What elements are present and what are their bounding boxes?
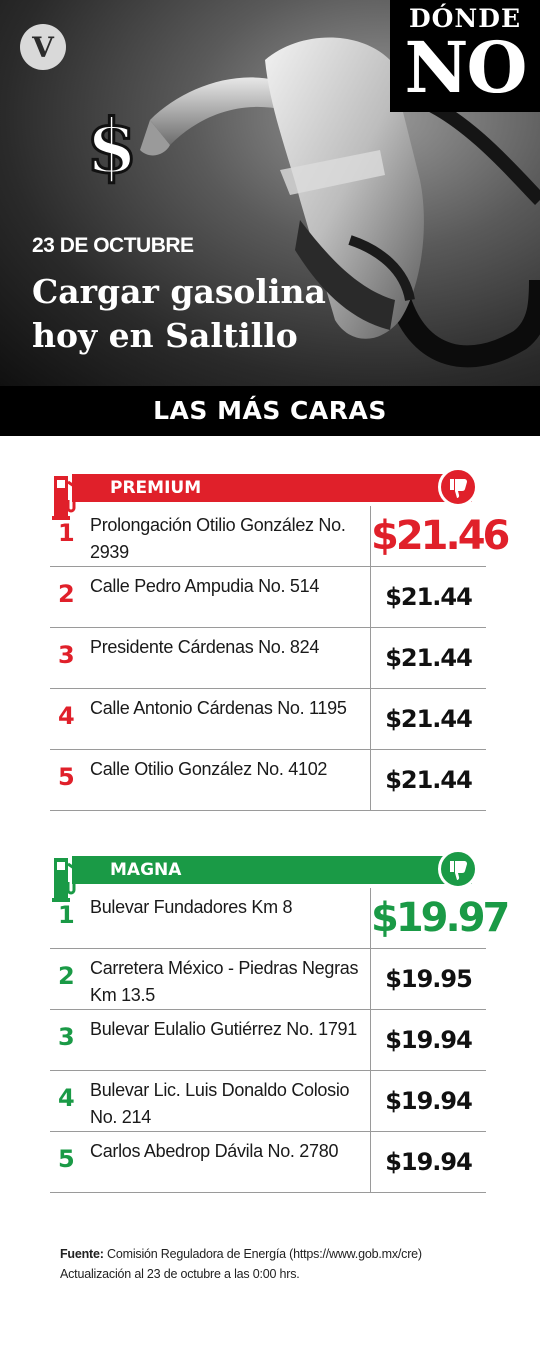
row-address: Carlos Abedrop Dávila No. 2780 <box>90 1141 339 1161</box>
magna-table: MAGNA 1 Bulevar Fundadores Km 8 $19.97 2… <box>50 849 510 1193</box>
update-line: Actualización al 23 de octubre a las 0:0… <box>60 1267 300 1281</box>
row-rank: 3 <box>58 1023 75 1051</box>
section-brand: DÓNDE NO <box>390 0 540 112</box>
row-price: $21.44 <box>370 628 486 689</box>
row-address: Calle Otilio González No. 4102 <box>90 759 328 779</box>
source-text: Comisión Reguladora de Energía (https://… <box>103 1247 422 1261</box>
row-rank: 4 <box>58 702 75 730</box>
row-address: Calle Pedro Ampudia No. 514 <box>90 576 320 596</box>
table-row: 2 Calle Pedro Ampudia No. 514 $21.44 <box>50 567 486 628</box>
source-label: Fuente: <box>60 1247 104 1261</box>
table-row: 4 Bulevar Lic. Luis Donaldo Colosio No. … <box>50 1071 486 1132</box>
brand-bottom-text: NO <box>404 26 528 109</box>
source-line: Fuente: Comisión Reguladora de Energía (… <box>60 1244 520 1264</box>
thumbs-down-badge <box>438 467 478 507</box>
thumbs-down-badge <box>438 849 478 889</box>
table-row: 5 Carlos Abedrop Dávila No. 2780 $19.94 <box>50 1132 486 1193</box>
row-rank: 5 <box>58 763 75 791</box>
row-rank: 1 <box>58 901 75 929</box>
row-price: $19.97 <box>370 888 510 949</box>
table-row: 3 Presidente Cárdenas No. 824 $21.44 <box>50 628 486 689</box>
premium-table: PREMIUM 1 Prolongación Otilio González N… <box>50 467 510 811</box>
row-address: Bulevar Eulalio Gutiérrez No. 1791 <box>90 1019 357 1039</box>
row-rank: 4 <box>58 1084 75 1112</box>
table-row: 1 Prolongación Otilio González No. 2939 … <box>50 506 510 567</box>
hero-banner: $ V DÓNDE NO 23 DE OCTUBRE Cargar gasoli… <box>0 0 540 386</box>
row-price: $21.44 <box>370 750 486 811</box>
row-rank: 2 <box>58 962 75 990</box>
thumbs-down-icon <box>450 479 467 498</box>
table-row: 1 Bulevar Fundadores Km 8 $19.97 <box>50 888 510 949</box>
section-heading: LAS MÁS CARAS <box>0 386 540 436</box>
magna-header: MAGNA <box>50 849 486 902</box>
row-price: $21.44 <box>370 689 486 750</box>
table-row: 3 Bulevar Eulalio Gutiérrez No. 1791 $19… <box>50 1010 486 1071</box>
row-address: Presidente Cárdenas No. 824 <box>90 637 320 657</box>
row-price: $21.46 <box>370 506 510 567</box>
table-row: 2 Carretera México - Piedras Negras Km 1… <box>50 949 486 1010</box>
row-address: Calle Antonio Cárdenas No. 1195 <box>90 698 347 718</box>
dollar-sign: $ <box>85 103 139 192</box>
premium-header: PREMIUM <box>50 467 486 520</box>
brand-logo[interactable]: V <box>20 24 66 70</box>
row-price: $19.94 <box>370 1132 486 1193</box>
brand-top-text: DÓNDE <box>408 4 522 33</box>
row-price: $21.44 <box>370 567 486 628</box>
row-address: Bulevar Fundadores Km 8 <box>90 897 293 917</box>
row-address: Carretera México - Piedras Negras Km 13.… <box>90 958 359 1005</box>
source-footer: Fuente: Comisión Reguladora de Energía (… <box>60 1244 520 1284</box>
premium-label: PREMIUM <box>72 474 472 502</box>
row-rank: 3 <box>58 641 75 669</box>
row-rank: 2 <box>58 580 75 608</box>
fuel-pump-icon <box>52 476 76 520</box>
magna-label: MAGNA <box>72 856 472 884</box>
row-rank: 5 <box>58 1145 75 1173</box>
table-row: 5 Calle Otilio González No. 4102 $21.44 <box>50 750 486 811</box>
table-row: 4 Calle Antonio Cárdenas No. 1195 $21.44 <box>50 689 486 750</box>
magna-rows: 1 Bulevar Fundadores Km 8 $19.97 2 Carre… <box>50 888 510 1193</box>
row-address: Prolongación Otilio González No. 2939 <box>90 515 346 562</box>
row-address: Bulevar Lic. Luis Donaldo Colosio No. 21… <box>90 1080 350 1127</box>
row-price: $19.94 <box>370 1071 486 1132</box>
report-date: 23 DE OCTUBRE <box>32 234 194 257</box>
thumbs-down-icon <box>450 861 467 880</box>
row-price: $19.95 <box>370 949 486 1010</box>
row-price: $19.94 <box>370 1010 486 1071</box>
premium-rows: 1 Prolongación Otilio González No. 2939 … <box>50 506 510 811</box>
page-title: Cargar gasolina hoy en Saltillo <box>32 272 326 355</box>
fuel-pump-icon <box>52 858 76 902</box>
row-rank: 1 <box>58 519 75 547</box>
